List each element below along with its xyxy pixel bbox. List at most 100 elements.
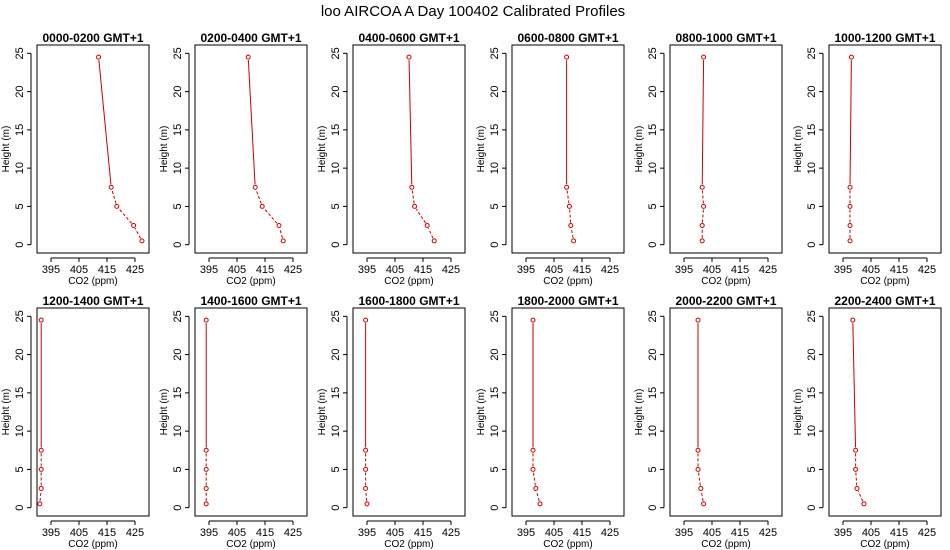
y-tick-label: 20 bbox=[806, 85, 818, 97]
data-point bbox=[848, 54, 854, 60]
profile-segment bbox=[701, 190, 704, 204]
data-point bbox=[203, 447, 209, 453]
plot-frame bbox=[352, 44, 466, 254]
data-point bbox=[364, 501, 370, 507]
y-axis-label: Height (m) bbox=[159, 389, 170, 436]
y-tick-label: 15 bbox=[172, 387, 184, 399]
y-tick-label: 15 bbox=[330, 124, 342, 136]
x-tick-label: 395 bbox=[358, 264, 376, 276]
plot-frame bbox=[828, 44, 942, 254]
data-point bbox=[533, 486, 539, 492]
y-tick-label: 20 bbox=[489, 348, 501, 360]
y-tick-label: 5 bbox=[172, 203, 184, 209]
profile-panel: 2000-2200 GMT+1 0 5 10 15 20 25 Height (m) 395 40… bbox=[634, 294, 783, 550]
profile-segment bbox=[849, 60, 852, 185]
y-tick-label: 10 bbox=[489, 162, 501, 174]
x-axis-label: CO2 (ppm) bbox=[68, 276, 117, 287]
data-point bbox=[701, 501, 707, 507]
y-tick-label: 10 bbox=[330, 425, 342, 437]
data-point bbox=[131, 223, 137, 229]
x-tick-label: 425 bbox=[759, 264, 777, 276]
y-tick-label: 0 bbox=[647, 242, 659, 248]
panel-title: 0200-0400 GMT+1 bbox=[200, 31, 301, 45]
y-axis-label: Height (m) bbox=[1, 389, 12, 436]
y-tick-label: 5 bbox=[330, 466, 342, 472]
panel-title: 2200-2400 GMT+1 bbox=[834, 294, 935, 308]
y-tick-label: 10 bbox=[647, 425, 659, 437]
y-tick-label: 25 bbox=[330, 310, 342, 322]
y-tick-label: 5 bbox=[489, 203, 501, 209]
y-tick-label: 5 bbox=[14, 203, 26, 209]
data-point bbox=[698, 486, 704, 492]
y-tick-label: 10 bbox=[489, 425, 501, 437]
y-tick-label: 5 bbox=[806, 466, 818, 472]
x-tick-label: 405 bbox=[228, 264, 246, 276]
x-tick-label: 415 bbox=[414, 527, 432, 539]
y-tick-label: 15 bbox=[806, 387, 818, 399]
data-point bbox=[412, 203, 418, 209]
x-tick-label: 405 bbox=[70, 527, 88, 539]
data-point bbox=[431, 238, 437, 244]
data-point bbox=[530, 317, 536, 323]
panel-title: 0600-0800 GMT+1 bbox=[517, 31, 618, 45]
data-point bbox=[847, 184, 853, 190]
data-point bbox=[363, 486, 369, 492]
y-tick-label: 10 bbox=[14, 162, 26, 174]
x-tick-label: 395 bbox=[42, 264, 60, 276]
y-tick-label: 5 bbox=[647, 466, 659, 472]
y-axis-label: Height (m) bbox=[159, 126, 170, 173]
plot-frame bbox=[194, 307, 308, 517]
panel-title: 0800-1000 GMT+1 bbox=[675, 31, 776, 45]
x-tick-label: 395 bbox=[834, 264, 852, 276]
y-tick-label: 20 bbox=[172, 85, 184, 97]
data-point bbox=[699, 238, 705, 244]
y-tick-label: 0 bbox=[489, 505, 501, 511]
plot-frame bbox=[511, 307, 625, 517]
profile-panel: 1000-1200 GMT+1 0 5 10 15 20 25 Height (m) 395 40… bbox=[793, 31, 942, 287]
profile-segment bbox=[855, 472, 858, 486]
x-tick-label: 415 bbox=[573, 264, 591, 276]
y-axis-label: Height (m) bbox=[317, 389, 328, 436]
data-point bbox=[259, 203, 265, 209]
profile-segment bbox=[532, 472, 536, 486]
profile-segment bbox=[415, 208, 426, 224]
data-point bbox=[695, 317, 701, 323]
x-tick-label: 415 bbox=[573, 527, 591, 539]
profile-panel: 1200-1400 GMT+1 0 5 10 15 20 25 Height (m) 395 40… bbox=[1, 294, 150, 550]
x-tick-label: 405 bbox=[545, 527, 563, 539]
y-axis-label: Height (m) bbox=[317, 126, 328, 173]
x-tick-label: 395 bbox=[834, 527, 852, 539]
x-tick-label: 425 bbox=[918, 264, 936, 276]
x-tick-label: 425 bbox=[442, 264, 460, 276]
data-point bbox=[847, 203, 853, 209]
x-tick-label: 405 bbox=[703, 527, 721, 539]
x-axis-label: CO2 (ppm) bbox=[384, 539, 433, 550]
profile-segment bbox=[536, 491, 540, 502]
x-tick-label: 425 bbox=[284, 527, 302, 539]
x-tick-label: 415 bbox=[256, 527, 274, 539]
x-tick-label: 395 bbox=[42, 527, 60, 539]
data-point bbox=[203, 466, 209, 472]
x-tick-label: 405 bbox=[545, 264, 563, 276]
panel-title: 2000-2200 GMT+1 bbox=[675, 294, 776, 308]
profile-segment bbox=[570, 228, 574, 238]
x-axis-label: CO2 (ppm) bbox=[543, 276, 592, 287]
x-tick-label: 425 bbox=[918, 527, 936, 539]
profile-segment bbox=[857, 491, 864, 502]
x-tick-label: 405 bbox=[228, 527, 246, 539]
y-axis-label: Height (m) bbox=[793, 389, 804, 436]
data-point bbox=[537, 501, 543, 507]
profile-segment bbox=[134, 227, 141, 239]
data-point bbox=[847, 223, 853, 229]
y-tick-label: 20 bbox=[647, 85, 659, 97]
profile-segment bbox=[408, 60, 413, 185]
y-tick-label: 5 bbox=[330, 203, 342, 209]
y-tick-label: 20 bbox=[14, 85, 26, 97]
y-tick-label: 25 bbox=[489, 47, 501, 59]
y-tick-label: 25 bbox=[489, 310, 501, 322]
x-tick-label: 395 bbox=[200, 264, 218, 276]
x-axis-label: CO2 (ppm) bbox=[226, 276, 275, 287]
y-tick-label: 20 bbox=[14, 348, 26, 360]
profile-panel: 0200-0400 GMT+1 0 5 10 15 20 25 Height (m) 395 40… bbox=[159, 31, 308, 287]
x-tick-label: 405 bbox=[386, 264, 404, 276]
